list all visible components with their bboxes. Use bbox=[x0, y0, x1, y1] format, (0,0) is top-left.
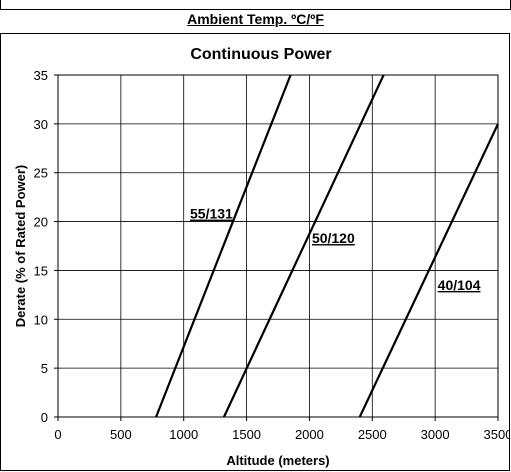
x-tick-label: 1000 bbox=[169, 427, 198, 442]
y-tick-label: 35 bbox=[34, 68, 48, 83]
y-tick-label: 10 bbox=[34, 312, 48, 327]
section-title: Ambient Temp. ºC/ºF bbox=[187, 11, 324, 27]
series-line bbox=[358, 123, 499, 418]
x-tick-label: 1500 bbox=[232, 427, 261, 442]
y-tick-label: 25 bbox=[34, 166, 48, 181]
y-axis-label: Derate (% of Rated Power) bbox=[13, 165, 28, 328]
series-label: 50/120 bbox=[312, 230, 355, 246]
x-axis-label: Altitude (meters) bbox=[226, 453, 329, 468]
series-lines bbox=[155, 74, 499, 418]
x-tick-labels: 0 500 1000 1500 2000 2500 3000 3500 bbox=[54, 427, 509, 442]
y-tick-label: 30 bbox=[34, 117, 48, 132]
y-tick-labels: 0 5 10 15 20 25 30 35 bbox=[34, 68, 48, 425]
x-tick-label: 2000 bbox=[295, 427, 324, 442]
top-border bbox=[0, 0, 511, 10]
series-label: 40/104 bbox=[438, 277, 481, 293]
y-tick-label: 0 bbox=[41, 410, 48, 425]
x-tick-label: 500 bbox=[110, 427, 132, 442]
series-line bbox=[222, 74, 385, 418]
series-label: 55/131 bbox=[190, 206, 233, 222]
series-line bbox=[155, 74, 292, 418]
x-tick-label: 2500 bbox=[358, 427, 387, 442]
x-tick-label: 3000 bbox=[421, 427, 450, 442]
chart-frame: Continuous Power 0 500 1000 1500 2000 2500 300… bbox=[0, 33, 510, 471]
x-tick-label: 3500 bbox=[484, 427, 509, 442]
y-tick-label: 20 bbox=[34, 215, 48, 230]
x-tick-label: 0 bbox=[54, 427, 61, 442]
derate-chart: Continuous Power 0 500 1000 1500 2000 2500 300… bbox=[13, 46, 509, 468]
y-tick-label: 15 bbox=[34, 263, 48, 278]
grid-lines bbox=[54, 74, 499, 421]
series-labels: 55/131 50/120 40/104 bbox=[190, 206, 481, 293]
chart-title: Continuous Power bbox=[190, 46, 331, 63]
plot-area-border bbox=[57, 74, 499, 418]
y-tick-label: 5 bbox=[41, 361, 48, 376]
